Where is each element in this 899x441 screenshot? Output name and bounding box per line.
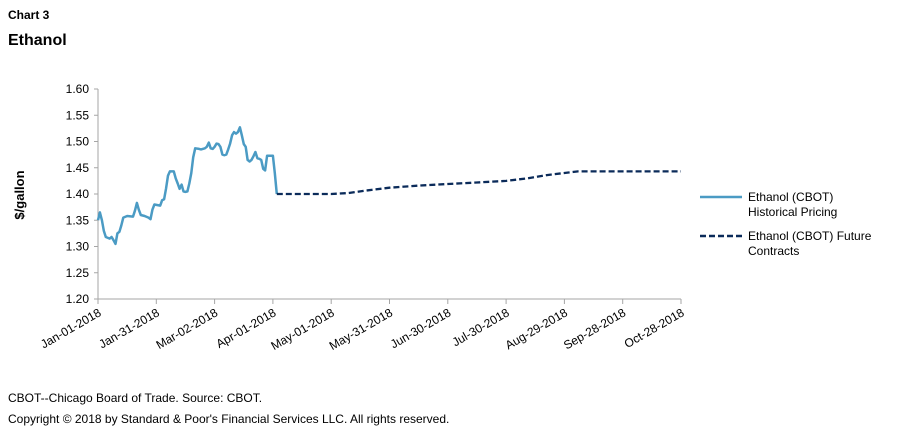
x-tick-label: Jan-31-2018 bbox=[96, 305, 162, 351]
source-note: CBOT--Chicago Board of Trade. Source: CB… bbox=[8, 391, 263, 405]
y-tick-label: 1.35 bbox=[66, 213, 90, 227]
y-axis-label: $/gallon bbox=[12, 170, 27, 219]
y-tick-label: 1.30 bbox=[66, 240, 90, 254]
copyright-note: Copyright © 2018 by Standard & Poor's Fi… bbox=[8, 412, 450, 426]
chart-title: Ethanol bbox=[8, 32, 67, 49]
series-layer bbox=[96, 126, 681, 246]
x-tick-label: Oct-28-2018 bbox=[622, 305, 687, 351]
legend: Ethanol (CBOT) Historical Pricing Ethanol … bbox=[700, 190, 872, 258]
chart-label: Chart 3 bbox=[8, 8, 50, 22]
x-tick-label: Mar-02-2018 bbox=[154, 305, 221, 352]
x-tick-label: Sep-28-2018 bbox=[561, 305, 628, 352]
y-tick-label: 1.55 bbox=[66, 108, 90, 122]
x-tick-label: Apr-01-2018 bbox=[214, 305, 279, 351]
y-tick-label: 1.60 bbox=[66, 82, 90, 96]
y-tick-label: 1.25 bbox=[66, 266, 90, 280]
x-tick-label: Jul-30-2018 bbox=[450, 305, 512, 349]
y-tick-label: 1.40 bbox=[66, 187, 90, 201]
x-tick-label: Jun-30-2018 bbox=[388, 305, 454, 351]
x-tick-label: May-31-2018 bbox=[327, 305, 396, 353]
historical-series-line bbox=[96, 126, 279, 246]
y-axis: 1.20 1.25 1.30 1.35 1.40 1.45 1.50 1.55 1.60 bbox=[66, 82, 99, 306]
x-axis: Jan-01-2018Jan-31-2018Mar-02-2018Apr-01-… bbox=[38, 298, 687, 353]
y-tick-label: 1.20 bbox=[66, 292, 90, 306]
legend-label: Ethanol (CBOT) Historical Pricing bbox=[748, 190, 837, 219]
x-tick-label: Aug-29-2018 bbox=[503, 305, 570, 352]
y-tick-label: 1.45 bbox=[66, 161, 90, 175]
legend-label: Ethanol (CBOT) Future Contracts bbox=[748, 229, 872, 258]
x-tick-label: May-01-2018 bbox=[268, 305, 337, 353]
y-tick-label: 1.50 bbox=[66, 135, 90, 149]
futures-series-line bbox=[276, 170, 681, 196]
x-tick-label: Jan-01-2018 bbox=[38, 305, 104, 351]
